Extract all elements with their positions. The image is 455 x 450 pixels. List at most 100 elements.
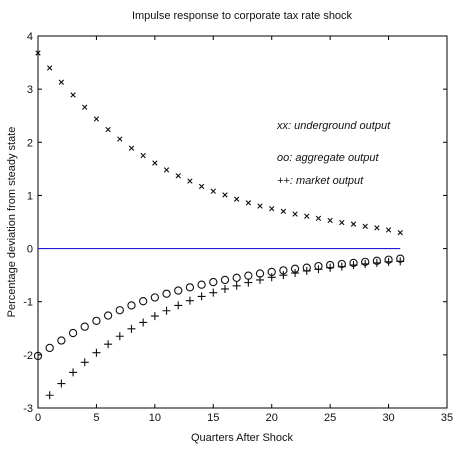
point-market-output [80, 358, 89, 367]
point-aggregate-output [139, 297, 148, 306]
axis-ticks: 0 5 10 15 20 25 30 35 -3 -2 -1 0 1 2 3 4 [23, 31, 453, 424]
point-market-output [57, 379, 66, 388]
point-market-output [209, 288, 218, 297]
x-tick-label: 10 [149, 412, 161, 424]
y-axis-label: Percentage deviation from steady state [6, 127, 18, 318]
series-o-markers [33, 254, 405, 361]
point-underground-output [198, 183, 205, 190]
point-market-output [115, 332, 124, 341]
point-market-output [372, 258, 381, 267]
x-tick-label: 15 [207, 412, 219, 424]
point-aggregate-output [115, 306, 124, 315]
point-market-output [232, 281, 241, 290]
point-market-output [361, 259, 370, 268]
series-layer [33, 50, 405, 400]
point-market-output [185, 296, 194, 305]
chart-title: Impulse response to corporate tax rate s… [132, 10, 353, 22]
point-underground-output [163, 167, 170, 173]
point-aggregate-output [33, 351, 43, 361]
point-underground-output [152, 160, 158, 166]
point-underground-output [350, 221, 357, 227]
point-market-output [396, 257, 405, 266]
plot-frame [37, 35, 448, 409]
x-tick-label: 5 [93, 412, 99, 424]
point-underground-output [210, 188, 216, 194]
point-market-output [92, 348, 101, 357]
point-aggregate-output [127, 301, 136, 310]
point-aggregate-output [92, 316, 101, 325]
point-underground-output [117, 136, 123, 142]
point-market-output [220, 284, 229, 293]
point-underground-output [339, 219, 345, 226]
point-market-output [291, 269, 300, 278]
point-aggregate-output [209, 277, 218, 287]
series-+-markers [45, 257, 405, 400]
y-tick-label: 0 [27, 244, 33, 256]
point-underground-output [35, 50, 41, 56]
legend-market-output: ++: market output [277, 175, 364, 187]
point-underground-output [304, 213, 310, 219]
point-underground-output [362, 223, 368, 229]
point-underground-output [70, 92, 76, 98]
point-market-output [139, 318, 148, 327]
point-underground-output [175, 173, 181, 179]
point-market-output [314, 265, 323, 274]
point-aggregate-output [45, 343, 54, 353]
point-market-output [349, 261, 358, 270]
point-underground-output [245, 200, 252, 206]
x-tick-label: 30 [382, 412, 394, 424]
y-tick-label: -1 [23, 297, 33, 309]
point-market-output [326, 263, 335, 272]
point-aggregate-output [150, 293, 160, 302]
point-market-output [279, 271, 288, 280]
point-underground-output [257, 203, 263, 209]
x-tick-label: 0 [35, 412, 41, 424]
point-aggregate-output [103, 311, 113, 320]
point-aggregate-output [185, 283, 195, 292]
point-underground-output [93, 116, 100, 122]
point-underground-output [233, 196, 240, 202]
point-underground-output [385, 227, 392, 233]
y-tick-label: 3 [27, 84, 33, 96]
point-aggregate-output [68, 328, 78, 338]
point-underground-output [105, 126, 111, 133]
point-market-output [197, 292, 206, 301]
legend-aggregate-output: oo: aggregate output [277, 152, 379, 164]
point-underground-output [58, 79, 65, 85]
point-aggregate-output [162, 289, 171, 298]
legend: xx: underground output oo: aggregate out… [276, 120, 391, 187]
x-tick-label: 25 [324, 412, 336, 424]
point-market-output [150, 312, 159, 321]
x-tick-label: 35 [441, 412, 453, 424]
point-underground-output [315, 215, 322, 221]
point-market-output [384, 257, 393, 266]
point-market-output [45, 391, 54, 400]
y-tick-label: -3 [23, 403, 33, 415]
point-market-output [104, 340, 113, 349]
point-market-output [127, 324, 136, 333]
point-underground-output [82, 104, 88, 110]
point-underground-output [327, 217, 333, 224]
x-tick-label: 20 [266, 412, 278, 424]
point-market-output [174, 301, 183, 310]
point-underground-output [140, 152, 146, 159]
point-market-output [244, 278, 253, 287]
point-underground-output [397, 229, 403, 236]
point-aggregate-output [244, 271, 253, 280]
point-underground-output [280, 208, 287, 215]
point-aggregate-output [57, 336, 66, 345]
point-aggregate-output [174, 286, 183, 295]
point-aggregate-output [80, 322, 89, 331]
y-tick-label: 4 [27, 31, 33, 43]
point-market-output [69, 368, 78, 377]
y-tick-label: 1 [27, 190, 33, 202]
point-underground-output [292, 211, 298, 217]
point-market-output [337, 262, 346, 271]
legend-underground-output: xx: underground output [276, 120, 391, 132]
point-aggregate-output [197, 280, 206, 289]
point-underground-output [269, 206, 275, 212]
point-market-output [162, 306, 171, 315]
y-tick-label: -2 [23, 350, 33, 362]
point-aggregate-output [232, 273, 241, 282]
